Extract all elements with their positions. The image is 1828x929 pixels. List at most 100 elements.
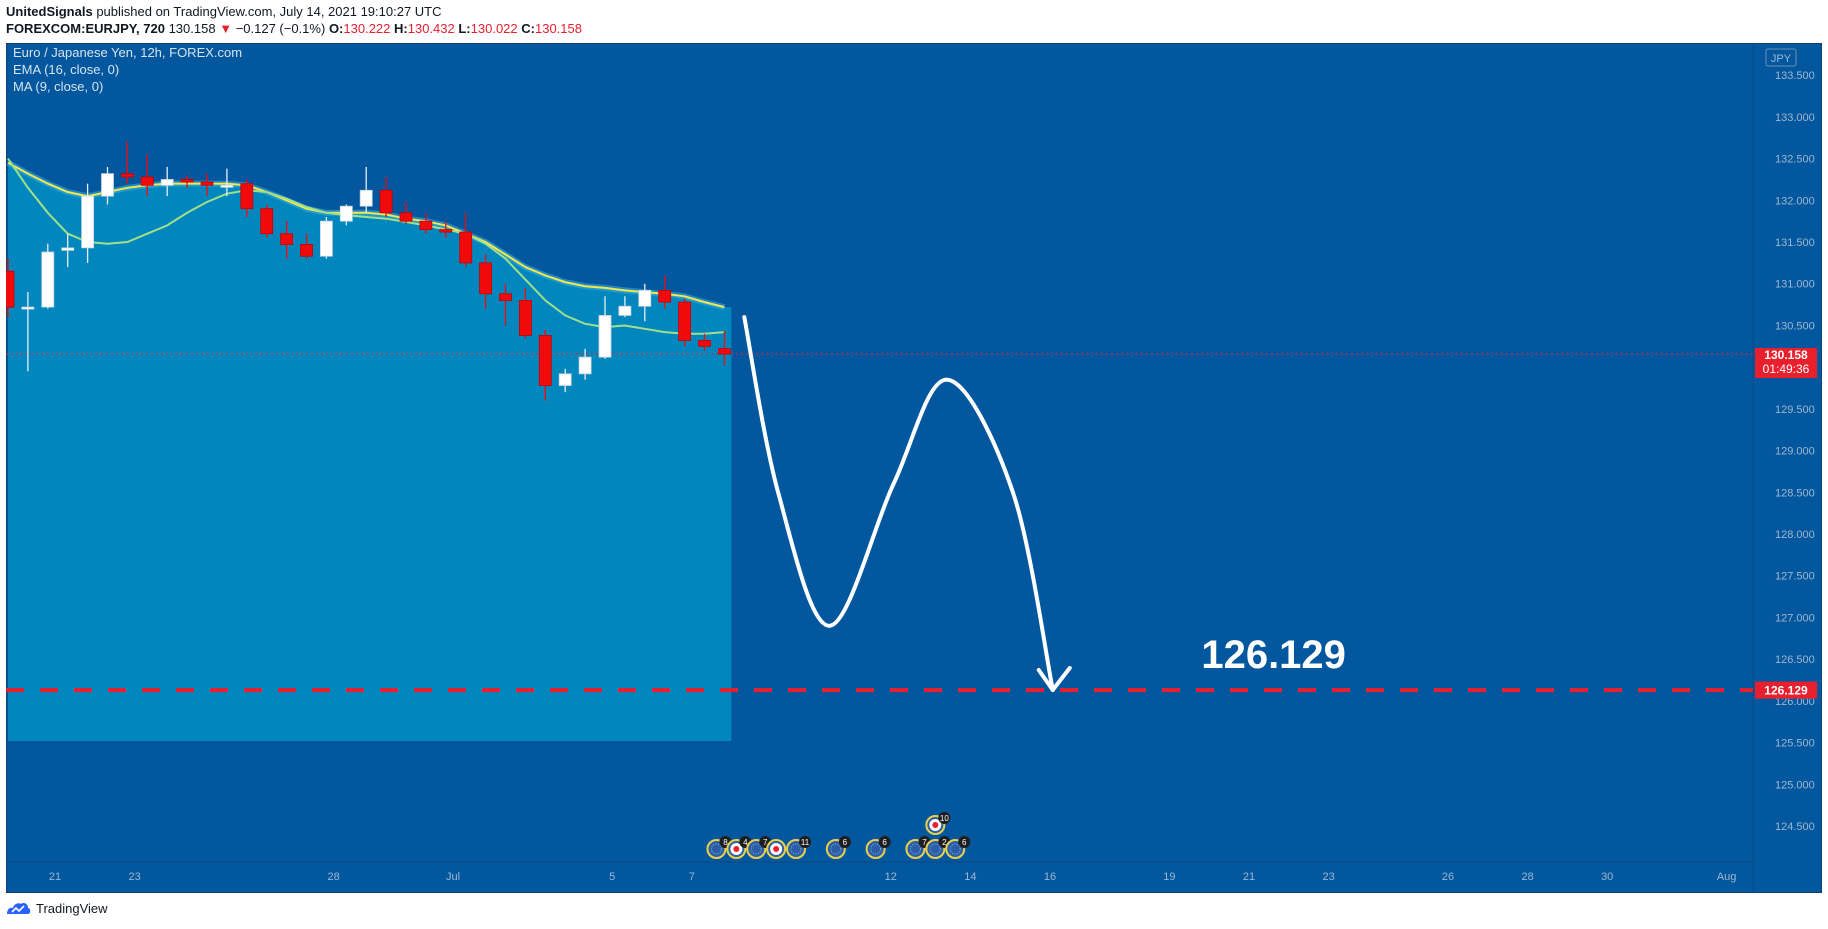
event-marker[interactable]: 7 (905, 836, 931, 859)
author-name[interactable]: UnitedSignals (6, 4, 93, 19)
event-marker[interactable]: 10 (925, 812, 951, 835)
event-count: 6 (843, 838, 848, 847)
price-axis-tick: 126.000 (1775, 696, 1815, 708)
time-axis-tick: 19 (1163, 871, 1175, 883)
candle-body (101, 173, 114, 197)
symbol-ohlc-line: FOREXCOM:EURJPY, 720 130.158 ▼ −0.127 (−… (6, 21, 582, 36)
price-axis-tick: 124.500 (1775, 821, 1815, 833)
time-axis-tick: 21 (1243, 871, 1255, 883)
event-count-badge (799, 836, 812, 848)
candle (499, 283, 512, 326)
candle-body (319, 220, 333, 257)
candle (718, 331, 731, 366)
event-count: 6 (962, 838, 967, 847)
legend-ma[interactable]: MA (9, close, 0) (13, 79, 103, 94)
candle-body (140, 176, 154, 186)
event-marker[interactable]: 6 (825, 836, 851, 859)
candle-body (260, 208, 274, 235)
candle-body (459, 231, 473, 264)
event-count-badge (938, 812, 951, 824)
candlestick-chart[interactable]: 126.129 8 4 7 11 6 6 7 2 610 124.500125.000125.5… (6, 43, 1822, 893)
price-axis-tick: 125.000 (1775, 779, 1815, 791)
time-axis-tick: 7 (689, 871, 695, 883)
event-count-badge (958, 836, 971, 848)
event-marker[interactable]: 8 (706, 836, 732, 859)
event-flag-icon (733, 846, 740, 852)
candle (658, 275, 672, 309)
high-label: H: (394, 21, 408, 36)
event-marker[interactable]: 11 (786, 836, 812, 859)
candle (459, 212, 473, 268)
candle (598, 296, 612, 359)
time-axis-tick: 21 (49, 871, 61, 883)
candle (678, 298, 691, 347)
candle-body (399, 212, 413, 222)
last-price-value: 130.158 (1764, 348, 1808, 362)
price-axis-tick: 127.000 (1775, 612, 1815, 624)
candle-body (6, 270, 15, 308)
publish-info: UnitedSignals published on TradingView.c… (6, 4, 442, 19)
open-value: 130.222 (343, 21, 391, 36)
event-count: 7 (763, 838, 768, 847)
candle-body (578, 356, 592, 375)
event-marker[interactable]: 2 (925, 836, 951, 859)
candle (300, 233, 313, 259)
candle-body (339, 205, 353, 222)
event-flag-icon (909, 843, 921, 855)
candle-body (180, 179, 194, 183)
candle-body (618, 305, 632, 316)
candle-body (359, 189, 373, 207)
legend-ema[interactable]: EMA (16, close, 0) (13, 62, 119, 77)
price-axis-tick: 127.500 (1775, 571, 1815, 583)
candle (419, 212, 433, 234)
candle-body (718, 348, 731, 355)
time-axis-tick: 5 (609, 871, 615, 883)
candle-body (379, 189, 393, 214)
event-count-badge (878, 836, 891, 848)
legend: Euro / Japanese Yen, 12h, FOREX.com EMA … (13, 45, 242, 94)
time-axis-tick: Jul (446, 871, 460, 883)
event-count: 8 (723, 838, 728, 847)
candle-body (41, 251, 55, 308)
candle (180, 175, 194, 188)
price-axis-tick: 130.500 (1775, 320, 1815, 332)
projection-arrowhead (1036, 666, 1072, 692)
candle-body (658, 290, 672, 303)
event-marker[interactable]: 6 (865, 836, 891, 859)
candle (41, 243, 55, 309)
event-count: 2 (942, 838, 947, 847)
candle-body (419, 220, 433, 230)
close-label: C: (521, 21, 535, 36)
open-label: O: (328, 21, 344, 36)
candle-body (121, 173, 134, 178)
candle (339, 204, 353, 226)
event-marker[interactable]: 6 (945, 836, 971, 859)
price-axis-tick: 129.000 (1775, 446, 1815, 458)
candle-body (200, 181, 214, 186)
time-axis-tick: Aug (1717, 871, 1737, 883)
tradingview-logo-icon (7, 903, 31, 914)
candle (61, 233, 75, 268)
candle-body (240, 183, 254, 210)
time-axis-tick: 16 (1044, 871, 1056, 883)
low-label: L: (458, 21, 471, 36)
event-flag-icon (830, 843, 842, 855)
candle (319, 217, 333, 259)
event-marker[interactable]: 4 (726, 836, 752, 859)
candle-body (499, 293, 512, 301)
footer-brand[interactable]: TradingView (6, 900, 108, 916)
time-axis-tick: 30 (1601, 871, 1613, 883)
time-axis-tick: 23 (128, 871, 140, 883)
event-marker[interactable] (766, 839, 787, 859)
candle-body (558, 373, 572, 386)
event-count: 7 (922, 838, 927, 847)
candle-body (439, 229, 453, 233)
ema-area-fill (8, 162, 732, 742)
candle (240, 179, 254, 218)
candle (538, 329, 552, 401)
event-count: 4 (743, 838, 748, 847)
candle (399, 201, 413, 224)
currency-badge[interactable]: JPY (1765, 48, 1797, 67)
candle (519, 287, 532, 338)
price-axis-tick: 131.000 (1775, 279, 1815, 291)
